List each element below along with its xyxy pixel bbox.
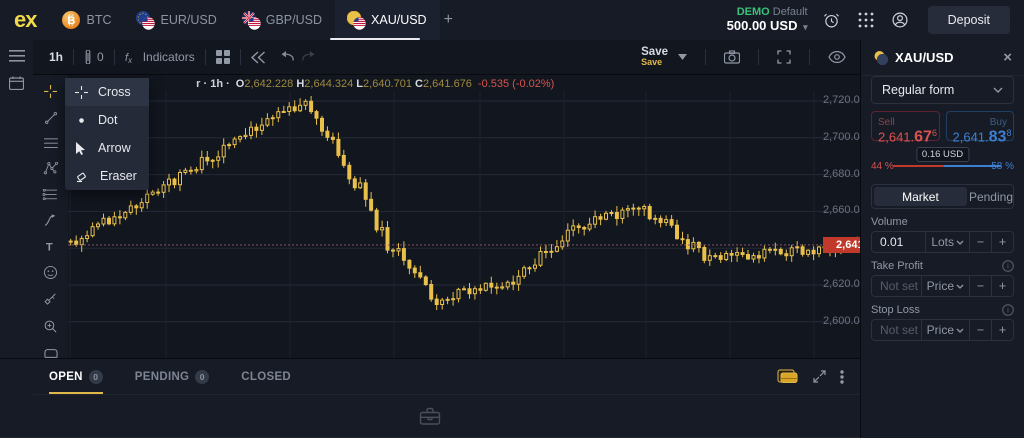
svg-text:T: T xyxy=(45,241,52,252)
svg-text:i: i xyxy=(1007,306,1009,315)
svg-text:fx: fx xyxy=(125,52,133,64)
svg-text:i: i xyxy=(1007,262,1009,271)
svg-text:B: B xyxy=(68,15,76,27)
